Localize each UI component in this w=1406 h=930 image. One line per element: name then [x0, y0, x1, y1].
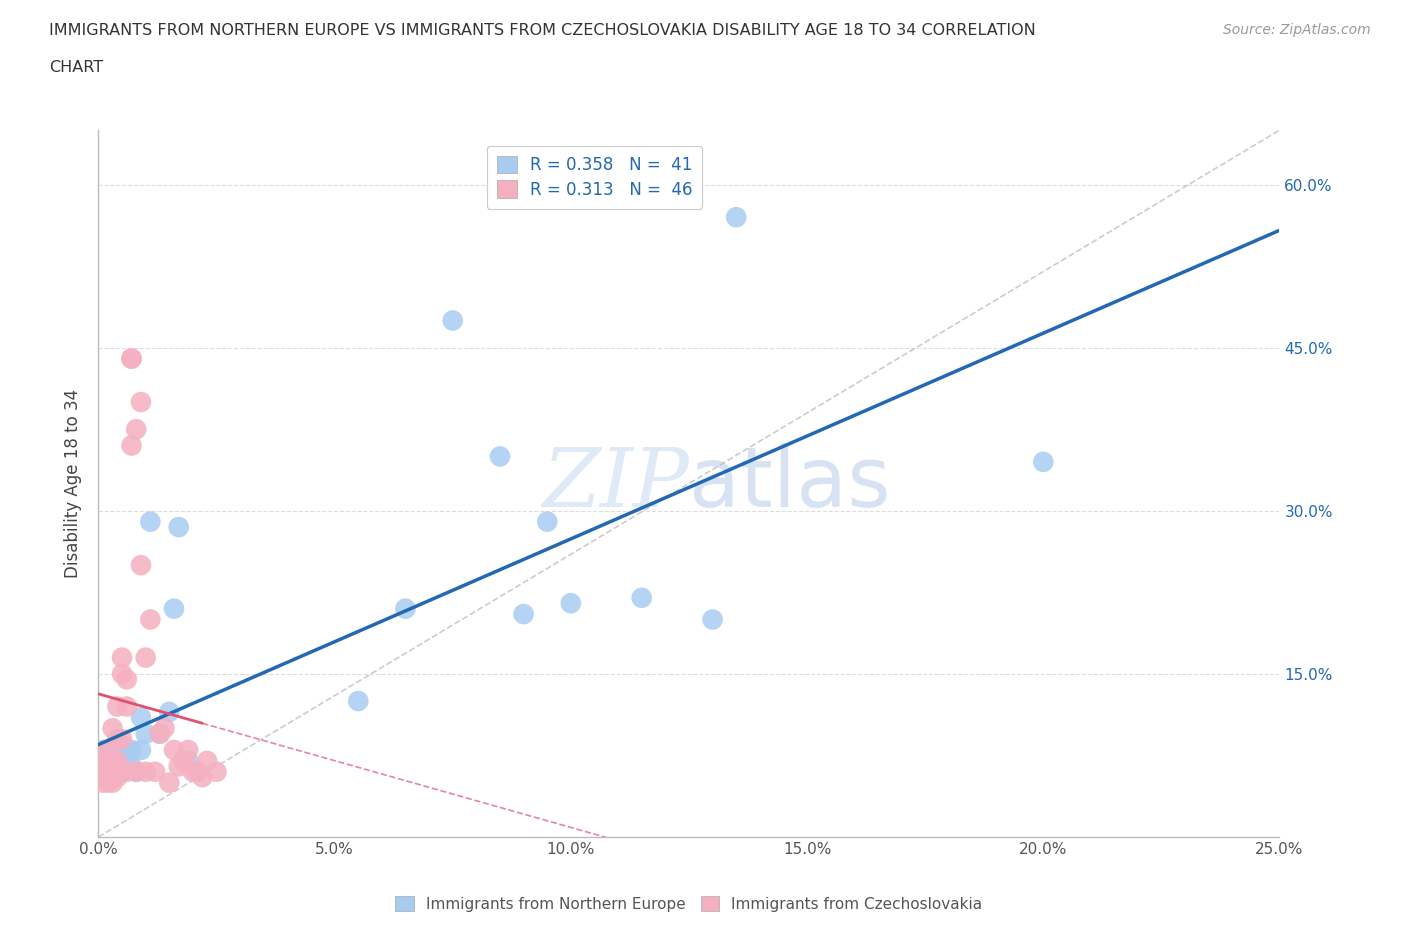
Point [181, 764, 204, 779]
Point [105, 699, 128, 714]
Point [630, 591, 652, 605]
Point [125, 422, 148, 437]
Point [187, 764, 209, 779]
Point [91, 764, 114, 779]
Point [149, 726, 172, 741]
Point [135, 764, 157, 779]
Point [97, 753, 120, 768]
Point [101, 764, 124, 779]
Point [111, 764, 134, 779]
Point [143, 764, 166, 779]
Point [105, 770, 128, 785]
Point [512, 606, 534, 621]
Point [105, 732, 128, 747]
Point [111, 650, 134, 665]
Point [129, 742, 152, 757]
Point [101, 742, 124, 757]
Point [163, 742, 186, 757]
Legend: R = 0.358   N =  41, R = 0.313   N =  46: R = 0.358 N = 41, R = 0.313 N = 46 [486, 146, 703, 208]
Point [111, 732, 134, 747]
Y-axis label: Disability Age 18 to 34: Disability Age 18 to 34 [65, 389, 83, 578]
Point [153, 721, 176, 736]
Point [91, 776, 114, 790]
Point [91, 742, 114, 757]
Point [560, 596, 582, 611]
Point [441, 313, 464, 328]
Point [172, 753, 194, 768]
Point [105, 764, 128, 779]
Text: atlas: atlas [689, 443, 890, 525]
Point [121, 352, 143, 366]
Point [129, 710, 152, 724]
Point [163, 601, 186, 616]
Point [115, 764, 138, 779]
Text: CHART: CHART [49, 60, 103, 75]
Point [97, 764, 120, 779]
Point [111, 764, 134, 779]
Point [195, 753, 218, 768]
Point [536, 514, 558, 529]
Point [105, 742, 128, 757]
Point [489, 449, 512, 464]
Point [139, 514, 162, 529]
Point [91, 748, 114, 763]
Point [115, 742, 138, 757]
Point [157, 776, 180, 790]
Point [125, 764, 148, 779]
Point [129, 394, 152, 409]
Point [121, 352, 143, 366]
Point [91, 759, 114, 774]
Point [111, 748, 134, 763]
Point [121, 438, 143, 453]
Point [111, 667, 134, 682]
Point [101, 776, 124, 790]
Point [97, 748, 120, 763]
Point [191, 770, 214, 785]
Point [347, 694, 370, 709]
Point [101, 753, 124, 768]
Point [129, 558, 152, 573]
Point [205, 764, 228, 779]
Point [157, 705, 180, 720]
Point [177, 753, 200, 768]
Point [94, 759, 117, 774]
Point [139, 612, 162, 627]
Text: Source: ZipAtlas.com: Source: ZipAtlas.com [1223, 23, 1371, 37]
Legend: Immigrants from Northern Europe, Immigrants from Czechoslovakia: Immigrants from Northern Europe, Immigra… [389, 889, 988, 918]
Point [90, 753, 112, 768]
Point [105, 753, 128, 768]
Text: IMMIGRANTS FROM NORTHERN EUROPE VS IMMIGRANTS FROM CZECHOSLOVAKIA DISABILITY AGE: IMMIGRANTS FROM NORTHERN EUROPE VS IMMIG… [49, 23, 1036, 38]
Text: ZIP: ZIP [543, 444, 689, 524]
Point [97, 742, 120, 757]
Point [101, 764, 124, 779]
Point [97, 776, 120, 790]
Point [125, 764, 148, 779]
Point [135, 726, 157, 741]
Point [101, 753, 124, 768]
Point [115, 671, 138, 686]
Point [167, 759, 190, 774]
Point [121, 759, 143, 774]
Point [115, 759, 138, 774]
Point [115, 699, 138, 714]
Point [91, 770, 114, 785]
Point [725, 210, 748, 225]
Point [702, 612, 724, 627]
Point [394, 601, 416, 616]
Point [111, 737, 134, 752]
Point [105, 753, 128, 768]
Point [177, 742, 200, 757]
Point [121, 742, 143, 757]
Point [135, 650, 157, 665]
Point [101, 721, 124, 736]
Point [1032, 455, 1054, 470]
Point [149, 726, 172, 741]
Point [167, 520, 190, 535]
Point [91, 753, 114, 768]
Point [97, 764, 120, 779]
